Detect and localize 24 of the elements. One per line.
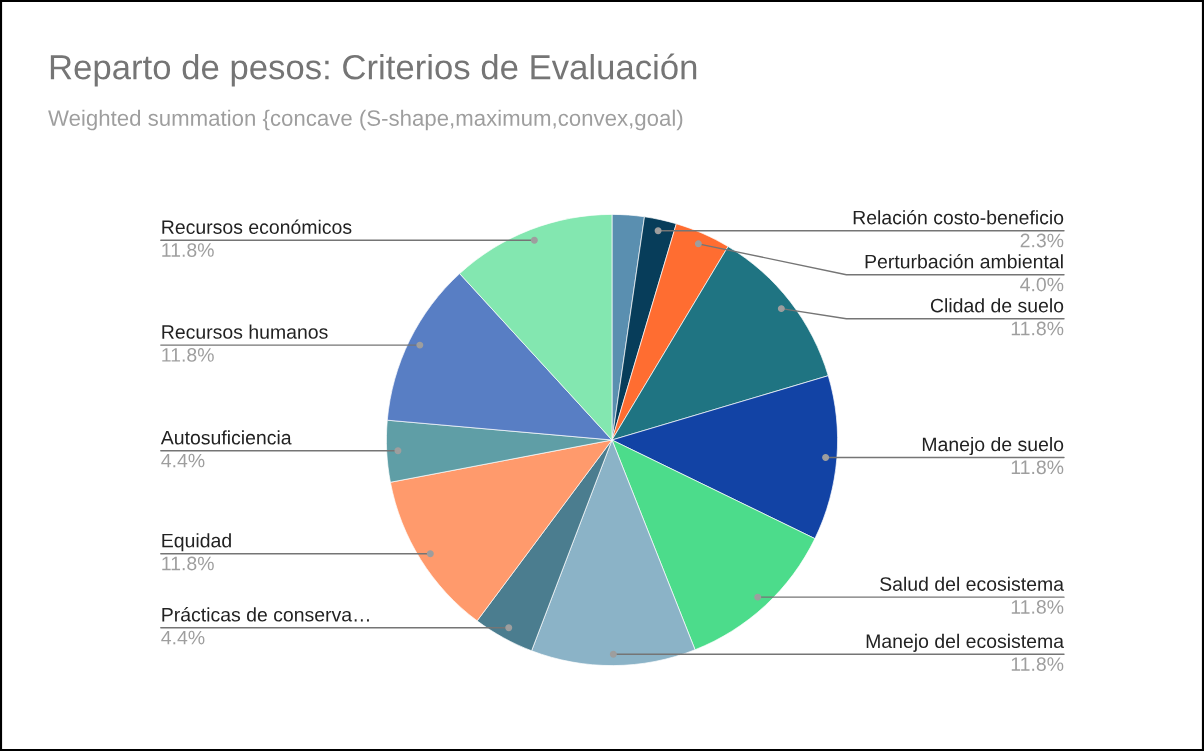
slice-label: Recursos humanos xyxy=(162,324,328,339)
data-label: 11.8% xyxy=(1011,460,1064,475)
slice-label: Salud del ecosistema xyxy=(880,576,1065,591)
data-label: 11.8% xyxy=(162,348,214,362)
slice-label: Clidad de suelo xyxy=(930,298,1064,313)
slice-label: Relación costo-beneficio xyxy=(853,209,1064,225)
data-label: 4.0% xyxy=(1020,277,1064,292)
slice-label: Autosuficiencia xyxy=(160,430,292,445)
data-label: 4.4% xyxy=(161,453,205,468)
data-label: 11.8% xyxy=(1011,600,1064,614)
slice-label: Manejo del ecosistema xyxy=(866,633,1065,652)
data-label: 11.8% xyxy=(162,243,214,257)
slice-label: Recursos económicos xyxy=(162,219,352,234)
slice-label: Manejo de suelo xyxy=(922,436,1064,456)
data-label: 4.4% xyxy=(161,630,205,645)
slice-label: Equidad xyxy=(162,533,231,552)
data-label: 2.3% xyxy=(1020,233,1064,248)
chart-title: Reparto de pesos: Criterios de Evaluación xyxy=(50,53,697,87)
chart-subtitle: Weighted summation {concave (S-shape,maximum,convex,goal) xyxy=(48,109,683,131)
slice-label: Perturbación ambiental xyxy=(865,253,1063,269)
slice-label: Prácticas de conserva… xyxy=(162,607,369,622)
data-label: 11.8% xyxy=(1011,321,1064,336)
data-label: 11.8% xyxy=(1011,657,1064,671)
data-label: 11.8% xyxy=(162,556,214,571)
